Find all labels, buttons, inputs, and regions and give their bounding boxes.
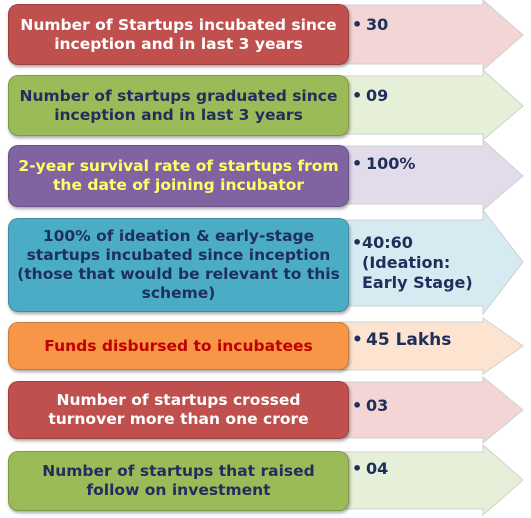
value-text: 40:60 (Ideation: Early Stage) <box>362 233 473 292</box>
arrow-shape <box>339 443 524 517</box>
row-ideation-early-stage: 100% of ideation & early-stage startups … <box>0 208 531 320</box>
label-box: Number of startups graduated since incep… <box>8 75 349 136</box>
label-box: 2-year survival rate of startups from th… <box>8 145 349 207</box>
row-label: Number of startups that raised follow on… <box>42 462 315 499</box>
arrow-shape <box>339 138 524 212</box>
row-label: Number of startups crossed turnover more… <box>48 391 309 428</box>
row-funds-disbursed: Funds disbursed to incubatees • 45 Lakhs <box>0 317 531 378</box>
bullet-icon: • <box>352 330 363 350</box>
arrow-shape <box>339 317 524 375</box>
value-text: 30 <box>366 15 389 34</box>
row-follow-on-investment: Number of startups that raised follow on… <box>0 443 531 518</box>
value-text: 45 Lakhs <box>366 330 452 350</box>
row-label: 100% of ideation & early-stage startups … <box>17 227 340 302</box>
row-label: Number of Startups incubated since incep… <box>20 15 337 53</box>
label-box: Number of startups crossed turnover more… <box>8 381 349 439</box>
row-label: Funds disbursed to incubatees <box>44 336 313 355</box>
row-value: • 30 <box>352 15 388 35</box>
bullet-icon: • <box>352 459 363 478</box>
row-survival-rate: 2-year survival rate of startups from th… <box>0 138 531 212</box>
label-box: Number of Startups incubated since incep… <box>8 4 349 65</box>
value-text: 03 <box>366 396 389 415</box>
row-turnover-crore: Number of startups crossed turnover more… <box>0 375 531 447</box>
row-value: • 100% <box>352 154 415 174</box>
arrow-shape <box>339 0 524 72</box>
bullet-icon: • <box>352 233 363 252</box>
value-text: 04 <box>366 459 389 478</box>
bullet-icon: • <box>352 15 363 34</box>
value-text: 09 <box>366 86 389 105</box>
row-value: • 40:60 (Ideation: Early Stage) <box>352 233 473 293</box>
bullet-icon: • <box>352 396 363 415</box>
row-startups-graduated: Number of startups graduated since incep… <box>0 68 531 142</box>
row-value: • 03 <box>352 396 388 416</box>
bullet-icon: • <box>352 86 363 105</box>
row-label: Number of startups graduated since incep… <box>19 86 338 124</box>
value-text: 100% <box>366 154 416 173</box>
label-box: 100% of ideation & early-stage startups … <box>8 218 349 312</box>
label-box: Funds disbursed to incubatees <box>8 322 349 370</box>
row-value: • 04 <box>352 459 388 479</box>
row-label: 2-year survival rate of startups from th… <box>18 157 339 194</box>
bullet-icon: • <box>352 154 363 173</box>
row-value: • 45 Lakhs <box>352 330 451 350</box>
arrow-shape <box>339 68 524 142</box>
arrow-shape <box>339 208 524 316</box>
row-startups-incubated: Number of Startups incubated since incep… <box>0 0 531 72</box>
row-value: • 09 <box>352 86 388 106</box>
arrow-shape <box>339 375 524 445</box>
label-box: Number of startups that raised follow on… <box>8 451 349 511</box>
